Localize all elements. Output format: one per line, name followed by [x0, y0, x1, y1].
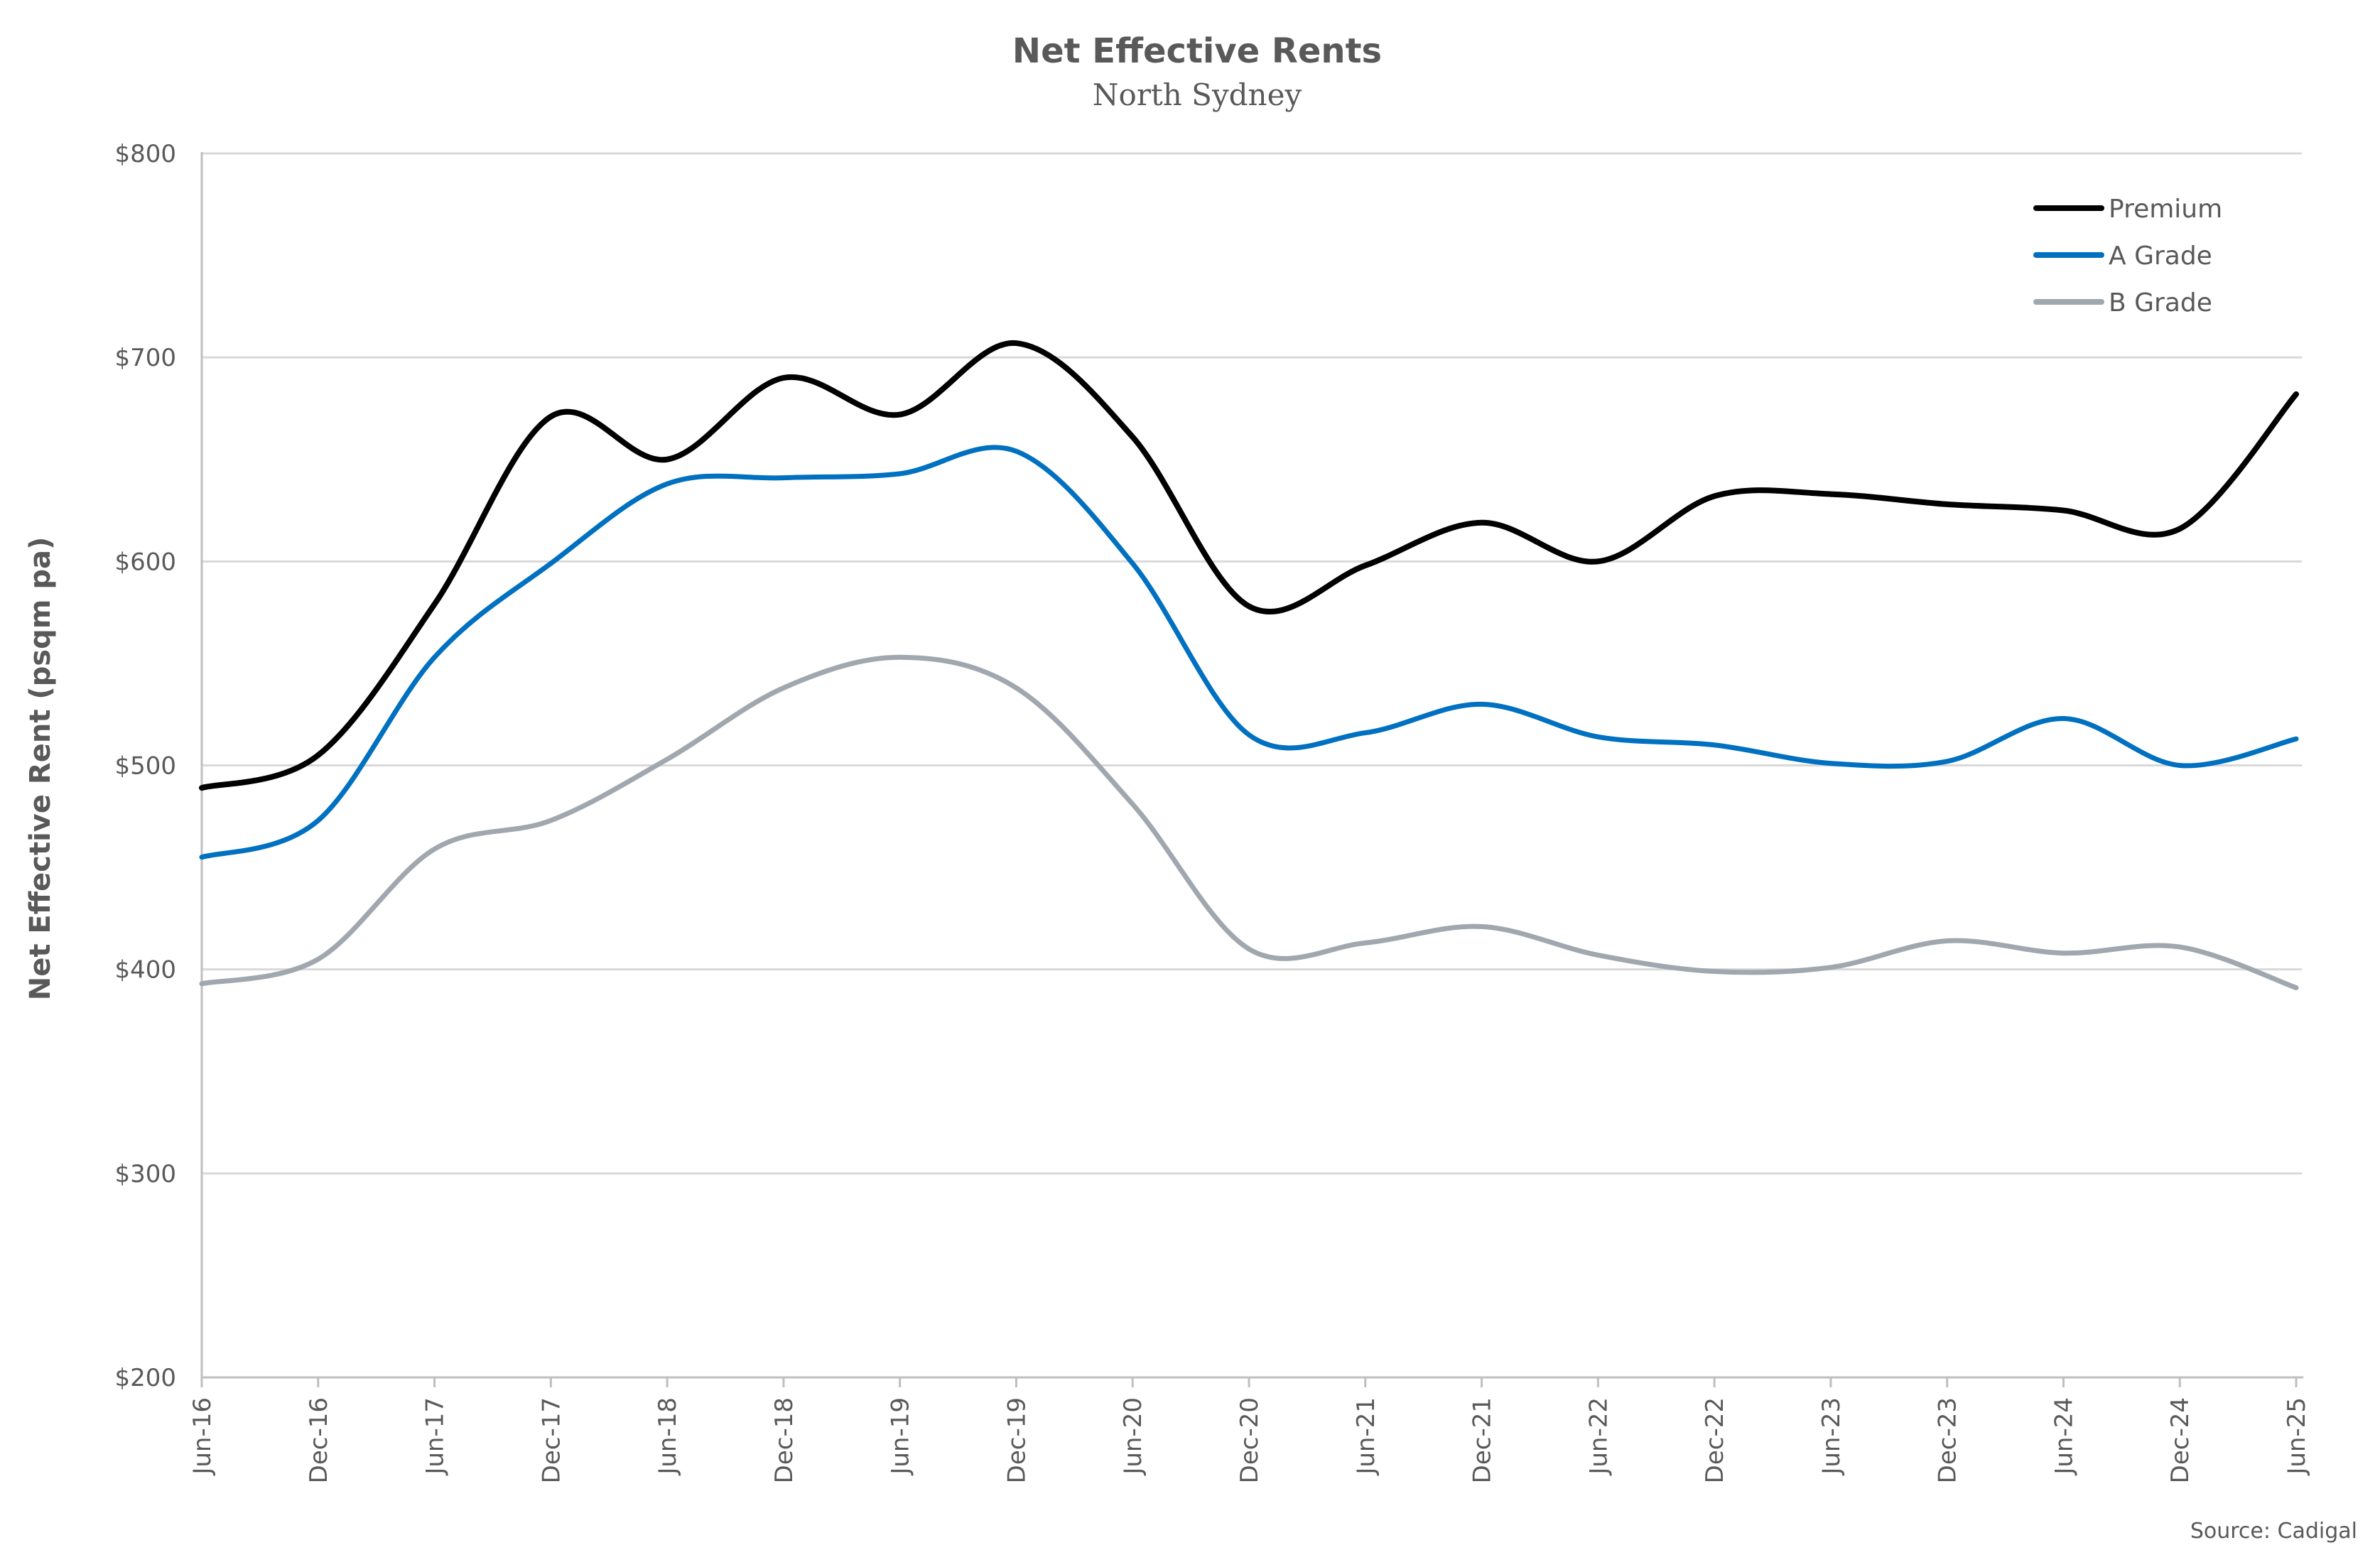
x-tick-label: Jun-19: [887, 1397, 915, 1476]
x-tick-label: Dec-18: [770, 1397, 799, 1483]
x-tick-label: Jun-23: [1817, 1397, 1846, 1476]
legend-label-b-grade: B Grade: [2109, 288, 2212, 318]
y-axis-label: Net Effective Rent (psqm pa): [24, 537, 57, 1001]
x-tick-label: Dec-20: [1235, 1397, 1264, 1483]
x-tick-label: Dec-22: [1701, 1397, 1729, 1483]
legend: Premium A Grade B Grade: [2033, 195, 2222, 318]
x-tick-label: Dec-19: [1002, 1397, 1031, 1483]
series-line-a-grade: [199, 445, 2299, 860]
x-tick-label: Jun-17: [421, 1397, 450, 1476]
chart-subtitle: North Sydney: [1093, 77, 1302, 112]
y-tick-label: $400: [114, 956, 176, 985]
x-tick-label: Dec-21: [1468, 1397, 1497, 1483]
x-tick-label: Dec-23: [1934, 1397, 1962, 1483]
x-tick-labels: Jun-16 Dec-16 Jun-17 Dec-17 Jun-18 Dec-18 Jun-…: [188, 1397, 2311, 1483]
x-tick-label: Jun-25: [2283, 1397, 2311, 1476]
source-note: Source: Cadigal: [2190, 1519, 2357, 1544]
series-line-b-grade: [199, 654, 2299, 991]
gridlines: [202, 152, 2302, 1175]
chart-title: Net Effective Rents: [1012, 31, 1382, 71]
y-tick-label: $800: [114, 140, 176, 168]
y-tick-label: $500: [114, 752, 176, 781]
x-tick-label: Dec-16: [305, 1397, 333, 1483]
x-tick-label: Jun-18: [654, 1397, 682, 1476]
x-tick-label: Dec-17: [537, 1397, 566, 1483]
x-tick-label: Jun-24: [2050, 1397, 2078, 1476]
series-line-premium: [199, 340, 2299, 791]
y-tick-label: $700: [114, 344, 176, 372]
x-tick-label: Jun-16: [188, 1397, 217, 1476]
x-tick-label: Jun-20: [1119, 1397, 1147, 1476]
y-tick-label: $300: [114, 1160, 176, 1188]
legend-label-a-grade: A Grade: [2109, 242, 2212, 271]
y-tick-labels: $800 $700 $600 $500 $400 $300 $200: [114, 140, 176, 1392]
series-lines: [199, 340, 2299, 991]
x-tick-label: Jun-22: [1584, 1397, 1613, 1476]
legend-label-premium: Premium: [2109, 195, 2222, 224]
y-tick-label: $600: [114, 548, 176, 576]
y-tick-label: $200: [114, 1364, 176, 1392]
axes: [200, 152, 2303, 1387]
x-tick-label: Dec-24: [2166, 1397, 2195, 1483]
x-tick-label: Jun-21: [1352, 1397, 1380, 1476]
